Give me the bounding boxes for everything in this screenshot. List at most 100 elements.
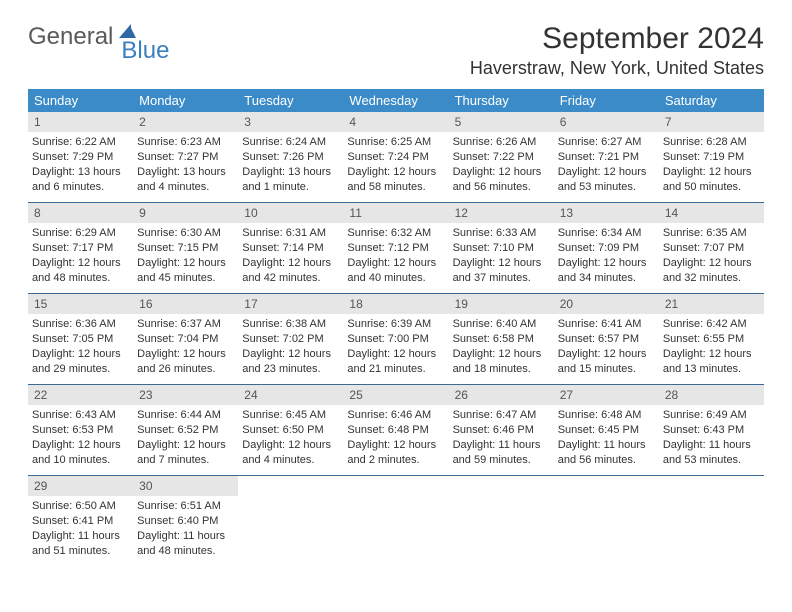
daylight-2: and 56 minutes. xyxy=(453,180,550,195)
daylight-2: and 32 minutes. xyxy=(663,271,760,286)
daylight-2: and 2 minutes. xyxy=(347,453,444,468)
day-body: Sunrise: 6:49 AMSunset: 6:43 PMDaylight:… xyxy=(659,405,764,473)
daylight-1: Daylight: 12 hours xyxy=(663,256,760,271)
day-body: Sunrise: 6:34 AMSunset: 7:09 PMDaylight:… xyxy=(554,223,659,291)
day-number: 12 xyxy=(449,203,554,223)
day-cell: 4Sunrise: 6:25 AMSunset: 7:24 PMDaylight… xyxy=(343,112,448,202)
daylight-2: and 42 minutes. xyxy=(242,271,339,286)
daylight-2: and 4 minutes. xyxy=(242,453,339,468)
day-body: Sunrise: 6:27 AMSunset: 7:21 PMDaylight:… xyxy=(554,132,659,200)
sunset: Sunset: 7:05 PM xyxy=(32,332,129,347)
day-cell: 7Sunrise: 6:28 AMSunset: 7:19 PMDaylight… xyxy=(659,112,764,202)
day-body: Sunrise: 6:23 AMSunset: 7:27 PMDaylight:… xyxy=(133,132,238,200)
sunset: Sunset: 7:19 PM xyxy=(663,150,760,165)
sunrise: Sunrise: 6:48 AM xyxy=(558,408,655,423)
sunset: Sunset: 6:46 PM xyxy=(453,423,550,438)
day-body: Sunrise: 6:28 AMSunset: 7:19 PMDaylight:… xyxy=(659,132,764,200)
daylight-2: and 26 minutes. xyxy=(137,362,234,377)
sunrise: Sunrise: 6:27 AM xyxy=(558,135,655,150)
calendar: Sunday Monday Tuesday Wednesday Thursday… xyxy=(28,89,764,566)
day-cell: 22Sunrise: 6:43 AMSunset: 6:53 PMDayligh… xyxy=(28,385,133,475)
daylight-2: and 21 minutes. xyxy=(347,362,444,377)
day-number: 16 xyxy=(133,294,238,314)
sunset: Sunset: 6:53 PM xyxy=(32,423,129,438)
daylight-1: Daylight: 11 hours xyxy=(32,529,129,544)
day-number: 5 xyxy=(449,112,554,132)
day-body: Sunrise: 6:42 AMSunset: 6:55 PMDaylight:… xyxy=(659,314,764,382)
sunset: Sunset: 6:41 PM xyxy=(32,514,129,529)
daylight-1: Daylight: 12 hours xyxy=(558,165,655,180)
logo-text-2: Blue xyxy=(121,37,169,65)
day-body: Sunrise: 6:37 AMSunset: 7:04 PMDaylight:… xyxy=(133,314,238,382)
sunset: Sunset: 7:00 PM xyxy=(347,332,444,347)
sunset: Sunset: 7:27 PM xyxy=(137,150,234,165)
day-body: Sunrise: 6:46 AMSunset: 6:48 PMDaylight:… xyxy=(343,405,448,473)
day-number: 13 xyxy=(554,203,659,223)
daylight-2: and 37 minutes. xyxy=(453,271,550,286)
sunset: Sunset: 7:26 PM xyxy=(242,150,339,165)
daylight-1: Daylight: 12 hours xyxy=(453,347,550,362)
sunrise: Sunrise: 6:32 AM xyxy=(347,226,444,241)
logo-text-1: General xyxy=(28,23,113,51)
daylight-2: and 29 minutes. xyxy=(32,362,129,377)
day-number: 10 xyxy=(238,203,343,223)
logo: General Blue xyxy=(28,22,187,51)
daylight-1: Daylight: 11 hours xyxy=(558,438,655,453)
day-cell: 20Sunrise: 6:41 AMSunset: 6:57 PMDayligh… xyxy=(554,294,659,384)
day-number: 30 xyxy=(133,476,238,496)
day-cell: 23Sunrise: 6:44 AMSunset: 6:52 PMDayligh… xyxy=(133,385,238,475)
daylight-2: and 10 minutes. xyxy=(32,453,129,468)
sunrise: Sunrise: 6:35 AM xyxy=(663,226,760,241)
sunrise: Sunrise: 6:37 AM xyxy=(137,317,234,332)
day-cell: 17Sunrise: 6:38 AMSunset: 7:02 PMDayligh… xyxy=(238,294,343,384)
day-body: Sunrise: 6:22 AMSunset: 7:29 PMDaylight:… xyxy=(28,132,133,200)
day-number: 17 xyxy=(238,294,343,314)
sunset: Sunset: 6:52 PM xyxy=(137,423,234,438)
week-row: 1Sunrise: 6:22 AMSunset: 7:29 PMDaylight… xyxy=(28,112,764,203)
day-number: 7 xyxy=(659,112,764,132)
week-row: 15Sunrise: 6:36 AMSunset: 7:05 PMDayligh… xyxy=(28,294,764,385)
header: General Blue September 2024 Haverstraw, … xyxy=(28,22,764,79)
day-of-week-header: Sunday Monday Tuesday Wednesday Thursday… xyxy=(28,89,764,112)
daylight-1: Daylight: 12 hours xyxy=(32,438,129,453)
daylight-2: and 59 minutes. xyxy=(453,453,550,468)
sunset: Sunset: 6:43 PM xyxy=(663,423,760,438)
day-number: 25 xyxy=(343,385,448,405)
day-cell: 26Sunrise: 6:47 AMSunset: 6:46 PMDayligh… xyxy=(449,385,554,475)
daylight-1: Daylight: 11 hours xyxy=(137,529,234,544)
day-cell: 9Sunrise: 6:30 AMSunset: 7:15 PMDaylight… xyxy=(133,203,238,293)
daylight-2: and 48 minutes. xyxy=(137,544,234,559)
day-cell xyxy=(449,476,554,566)
day-cell: 24Sunrise: 6:45 AMSunset: 6:50 PMDayligh… xyxy=(238,385,343,475)
day-cell xyxy=(343,476,448,566)
day-cell: 10Sunrise: 6:31 AMSunset: 7:14 PMDayligh… xyxy=(238,203,343,293)
day-cell: 19Sunrise: 6:40 AMSunset: 6:58 PMDayligh… xyxy=(449,294,554,384)
day-cell: 25Sunrise: 6:46 AMSunset: 6:48 PMDayligh… xyxy=(343,385,448,475)
day-body: Sunrise: 6:31 AMSunset: 7:14 PMDaylight:… xyxy=(238,223,343,291)
daylight-1: Daylight: 12 hours xyxy=(663,165,760,180)
day-body: Sunrise: 6:45 AMSunset: 6:50 PMDaylight:… xyxy=(238,405,343,473)
sunset: Sunset: 7:12 PM xyxy=(347,241,444,256)
day-body: Sunrise: 6:50 AMSunset: 6:41 PMDaylight:… xyxy=(28,496,133,564)
day-body: Sunrise: 6:26 AMSunset: 7:22 PMDaylight:… xyxy=(449,132,554,200)
day-cell xyxy=(554,476,659,566)
sunrise: Sunrise: 6:36 AM xyxy=(32,317,129,332)
day-cell: 3Sunrise: 6:24 AMSunset: 7:26 PMDaylight… xyxy=(238,112,343,202)
daylight-1: Daylight: 12 hours xyxy=(347,438,444,453)
dow-sunday: Sunday xyxy=(28,89,133,112)
daylight-1: Daylight: 11 hours xyxy=(453,438,550,453)
daylight-2: and 58 minutes. xyxy=(347,180,444,195)
day-number: 19 xyxy=(449,294,554,314)
sunrise: Sunrise: 6:30 AM xyxy=(137,226,234,241)
calendar-page: General Blue September 2024 Haverstraw, … xyxy=(0,0,792,588)
day-cell: 12Sunrise: 6:33 AMSunset: 7:10 PMDayligh… xyxy=(449,203,554,293)
daylight-2: and 50 minutes. xyxy=(663,180,760,195)
day-number: 8 xyxy=(28,203,133,223)
day-number: 29 xyxy=(28,476,133,496)
day-number: 23 xyxy=(133,385,238,405)
sunrise: Sunrise: 6:31 AM xyxy=(242,226,339,241)
daylight-1: Daylight: 13 hours xyxy=(137,165,234,180)
dow-friday: Friday xyxy=(554,89,659,112)
dow-thursday: Thursday xyxy=(449,89,554,112)
sunset: Sunset: 7:02 PM xyxy=(242,332,339,347)
